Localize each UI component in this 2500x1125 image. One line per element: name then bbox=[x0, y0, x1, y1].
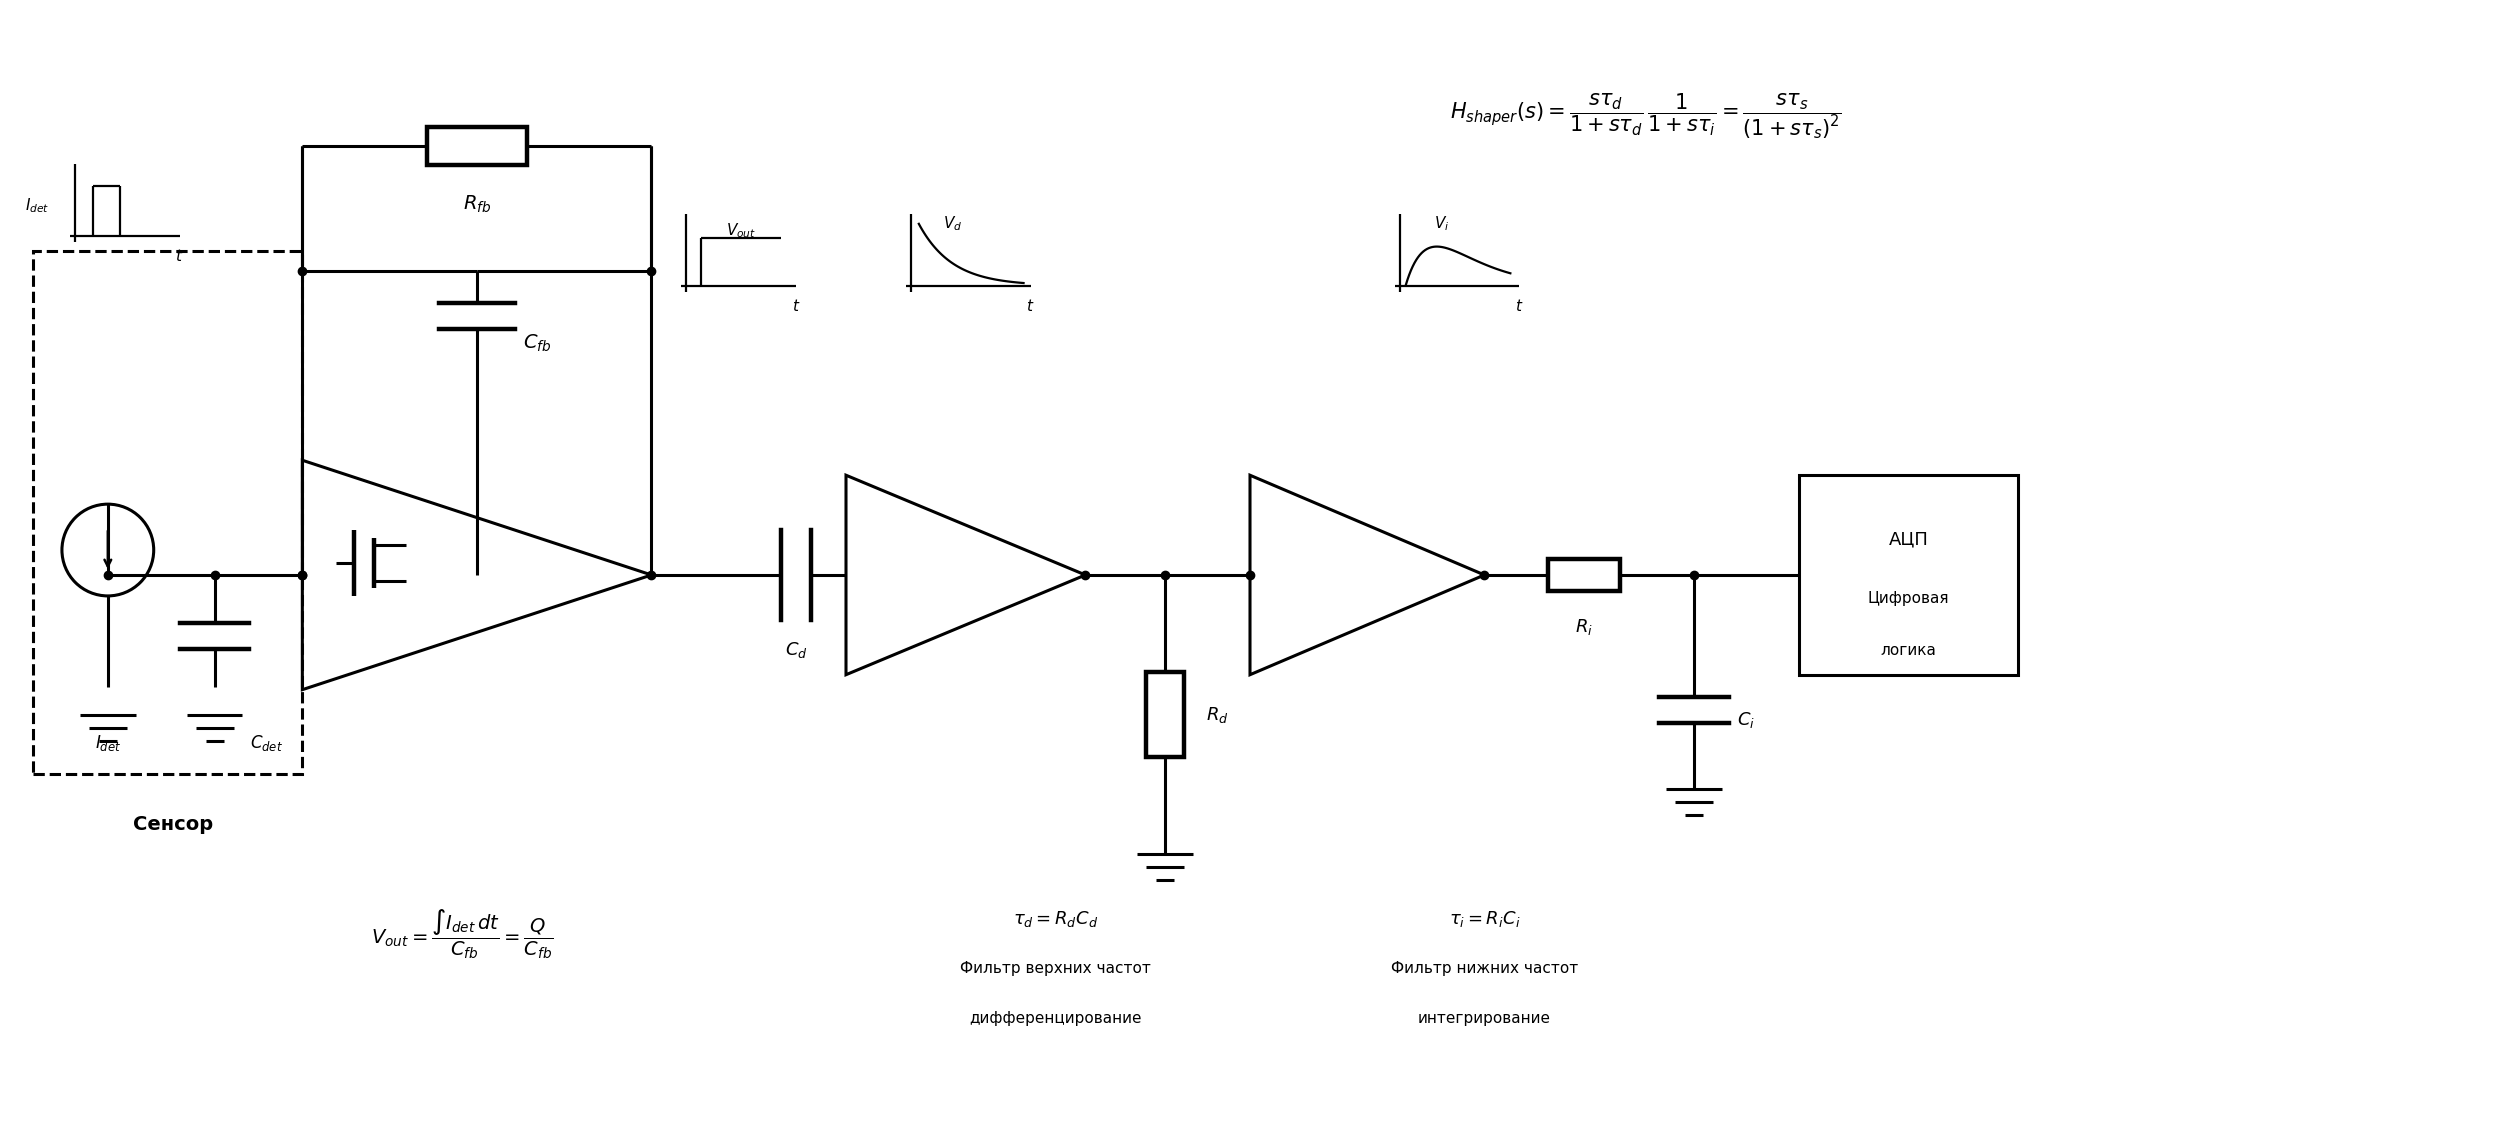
Text: $t$: $t$ bbox=[175, 248, 185, 263]
Text: $C_i$: $C_i$ bbox=[1737, 710, 1755, 730]
Text: Сенсор: Сенсор bbox=[132, 814, 212, 834]
Bar bbox=[1548, 559, 1620, 591]
Text: $t$: $t$ bbox=[1028, 298, 1035, 314]
Text: $V_{out}=\dfrac{\int I_{det}\,dt}{C_{fb}}=\dfrac{Q}{C_{fb}}$: $V_{out}=\dfrac{\int I_{det}\,dt}{C_{fb}… bbox=[370, 908, 552, 961]
Text: $R_d$: $R_d$ bbox=[1205, 704, 1228, 724]
Text: $C_{det}$: $C_{det}$ bbox=[250, 732, 282, 753]
Text: $\tau_d = R_d C_d$: $\tau_d = R_d C_d$ bbox=[1013, 909, 1098, 929]
Text: $I_{det}$: $I_{det}$ bbox=[95, 732, 120, 753]
Bar bbox=[1148, 673, 1185, 757]
Bar bbox=[428, 127, 528, 165]
Text: логика: логика bbox=[1880, 644, 1938, 658]
Text: интегрирование: интегрирование bbox=[1417, 1011, 1550, 1026]
Text: $I_{det}$: $I_{det}$ bbox=[25, 197, 50, 215]
Text: Цифровая: Цифровая bbox=[1868, 592, 1950, 606]
Text: дифференцирование: дифференцирование bbox=[970, 1011, 1142, 1026]
Bar bbox=[32, 251, 302, 774]
Text: Фильтр верхних частот: Фильтр верхних частот bbox=[960, 962, 1150, 976]
Text: $R_{fb}$: $R_{fb}$ bbox=[462, 193, 490, 215]
Bar bbox=[1798, 475, 2018, 675]
Text: $t$: $t$ bbox=[1515, 298, 1522, 314]
Text: $t$: $t$ bbox=[792, 298, 800, 314]
Text: $R_i$: $R_i$ bbox=[1575, 616, 1592, 637]
Text: $C_{fb}$: $C_{fb}$ bbox=[522, 333, 550, 354]
Text: АЦП: АЦП bbox=[1888, 530, 1928, 548]
Text: $V_d$: $V_d$ bbox=[942, 215, 962, 233]
Text: $H_{shaper}(s)=\dfrac{s\tau_d}{1+s\tau_d}\,\dfrac{1}{1+s\tau_i}=\dfrac{s\tau_s}{: $H_{shaper}(s)=\dfrac{s\tau_d}{1+s\tau_d… bbox=[1450, 91, 1840, 141]
Text: $V_{out}$: $V_{out}$ bbox=[725, 222, 758, 240]
Text: Фильтр нижних частот: Фильтр нижних частот bbox=[1390, 962, 1578, 976]
Text: $\tau_i = R_i C_i$: $\tau_i = R_i C_i$ bbox=[1448, 909, 1520, 929]
Text: $V_i$: $V_i$ bbox=[1435, 215, 1450, 233]
Text: $C_d$: $C_d$ bbox=[785, 640, 808, 659]
